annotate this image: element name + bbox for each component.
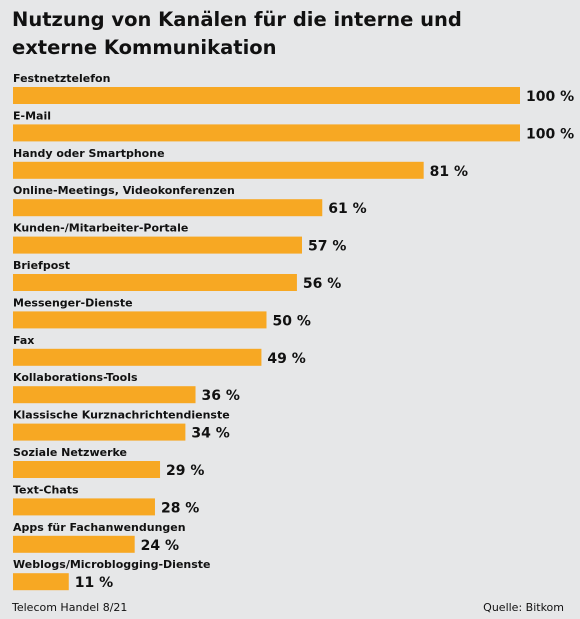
value-label: 100 %	[526, 89, 574, 105]
category-label: Soziale Netzwerke	[13, 446, 127, 459]
category-label: Apps für Fachanwendungen	[13, 521, 186, 534]
category-label: Weblogs/Microblogging-Dienste	[13, 558, 211, 571]
value-label: 29 %	[166, 463, 204, 479]
value-label: 11 %	[75, 575, 113, 591]
category-label: Klassische Kurznachrichtendienste	[13, 409, 230, 422]
bar	[13, 386, 196, 404]
value-label: 24 %	[141, 538, 179, 554]
category-label: Fax	[13, 334, 34, 347]
value-label: 61 %	[328, 201, 366, 217]
source-credit: Quelle: Bitkom	[483, 601, 564, 614]
value-label: 100 %	[526, 126, 574, 142]
value-label: 50 %	[273, 313, 311, 329]
category-label: Text-Chats	[13, 483, 79, 496]
category-label: E-Mail	[13, 109, 51, 122]
publication-credit: Telecom Handel 8/21	[12, 601, 128, 614]
category-label: Briefpost	[13, 259, 70, 272]
bar	[13, 423, 186, 441]
bar	[13, 124, 520, 142]
value-label: 36 %	[202, 388, 240, 404]
value-label: 57 %	[308, 239, 346, 255]
category-label: Messenger-Dienste	[13, 296, 133, 309]
value-label: 49 %	[267, 351, 305, 367]
category-label: Kunden-/Mitarbeiter-Portale	[13, 222, 188, 235]
value-label: 56 %	[303, 276, 341, 292]
bar	[13, 498, 155, 516]
bar	[13, 274, 297, 291]
chart-title: Nutzung von Kanälen für die interne und …	[12, 8, 462, 59]
category-label: Handy oder Smartphone	[13, 147, 165, 160]
bar	[13, 461, 161, 478]
bar	[13, 199, 323, 217]
bar	[13, 573, 69, 591]
category-label: Online-Meetings, Videokonferenzen	[13, 184, 235, 197]
category-label: Festnetztelefon	[13, 72, 110, 85]
category-label: Kollaborations-Tools	[13, 371, 138, 384]
bar	[13, 535, 135, 553]
bar	[13, 161, 424, 179]
value-label: 34 %	[191, 426, 229, 442]
bar	[13, 236, 302, 254]
value-label: 81 %	[430, 164, 468, 180]
value-label: 28 %	[161, 500, 199, 516]
bar	[13, 87, 520, 104]
bar	[13, 348, 262, 366]
bar	[13, 311, 267, 329]
